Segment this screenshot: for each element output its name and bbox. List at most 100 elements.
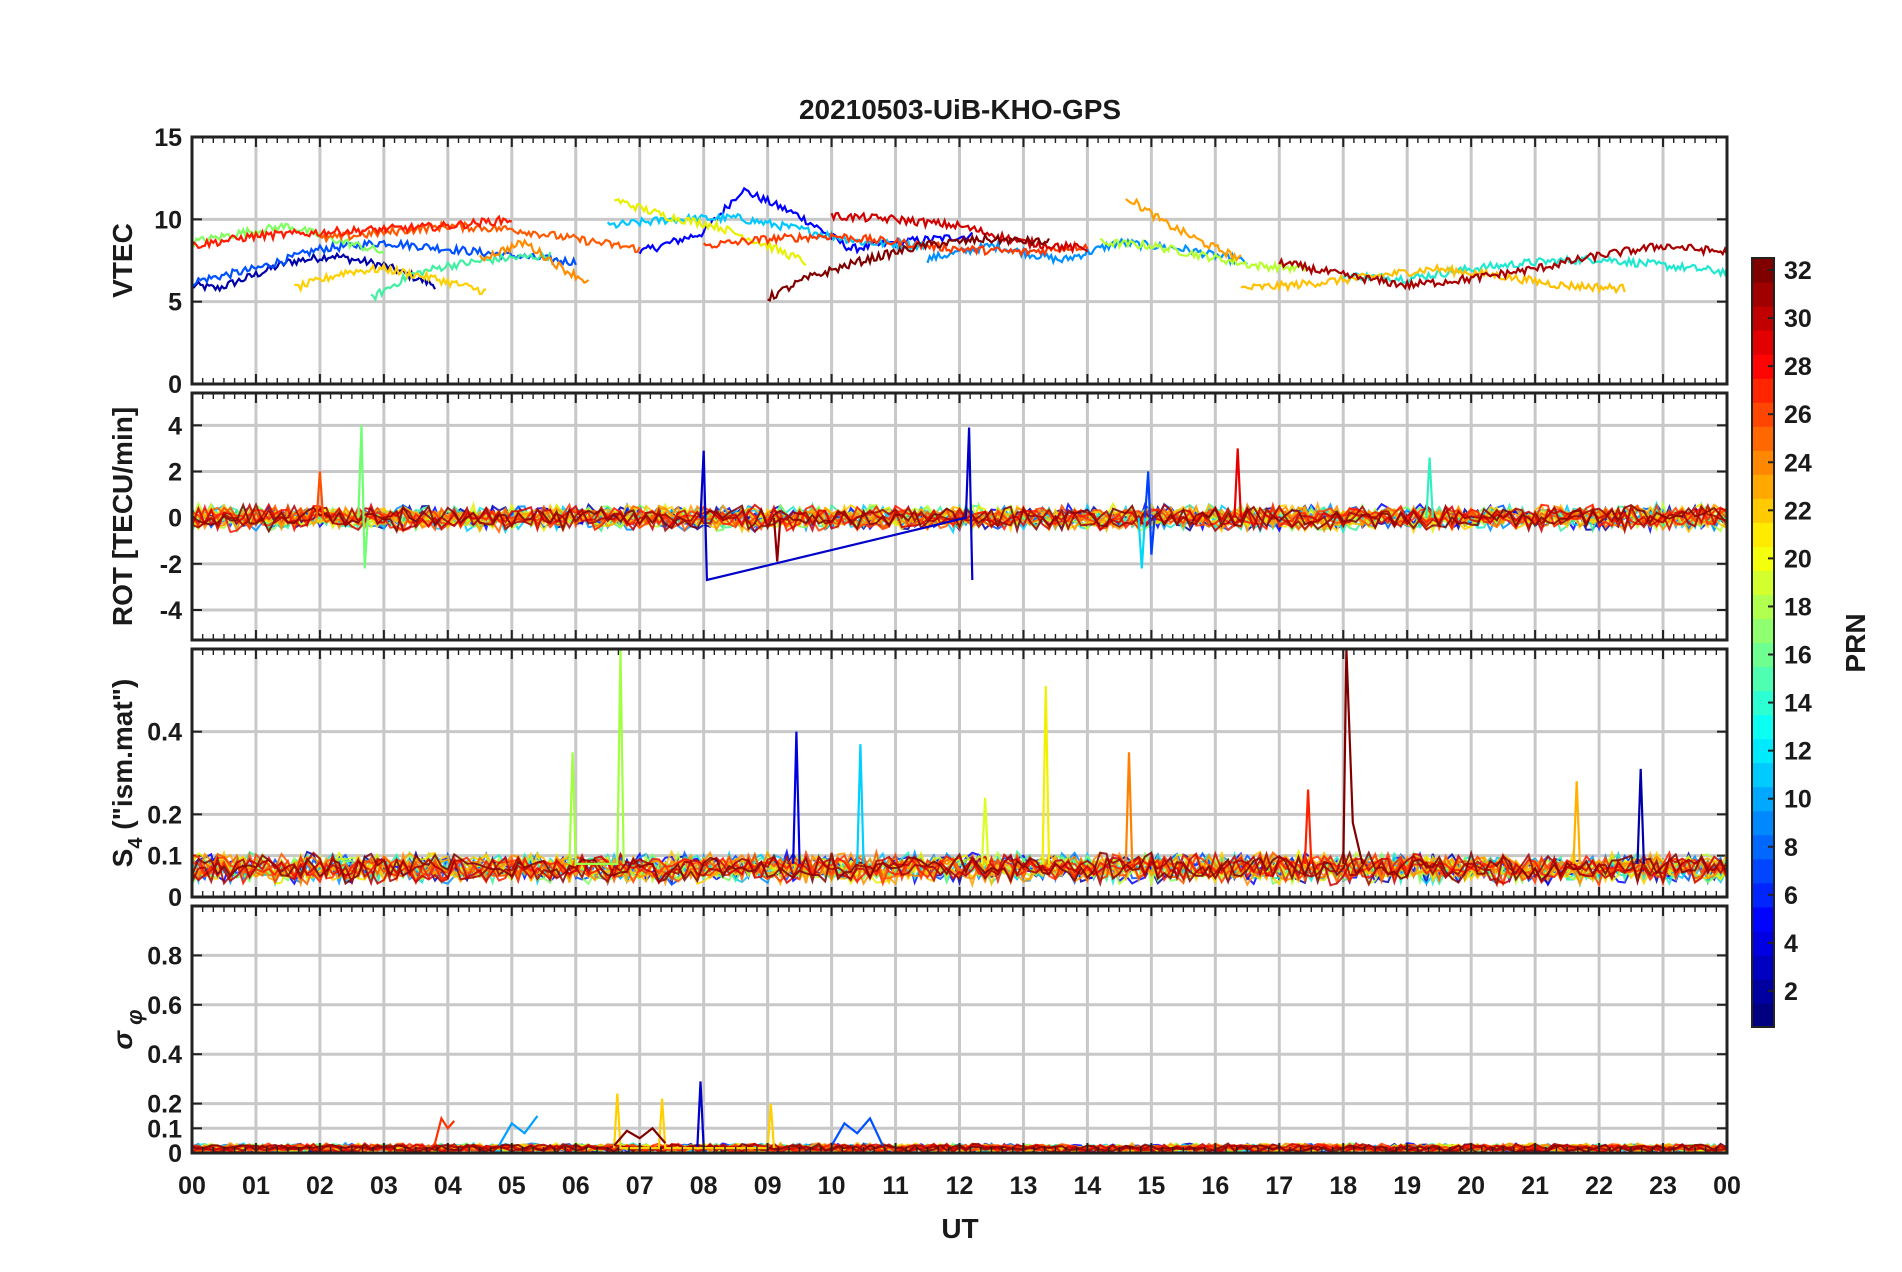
y-tick-label: 5 xyxy=(168,289,182,317)
series-prn-1 xyxy=(192,251,436,293)
panel-vtec: 0 5 10 15 VTEC xyxy=(107,124,1729,399)
x-tick-label: 07 xyxy=(626,1172,654,1200)
y-tick-label: 15 xyxy=(154,124,182,152)
colorbar-tick-label: 12 xyxy=(1784,738,1812,766)
colorbar-tick-label: 14 xyxy=(1784,690,1812,718)
y-tick-label: 0 xyxy=(168,1140,182,1168)
x-tick-label: 01 xyxy=(242,1172,270,1200)
colorbar-segment xyxy=(1752,978,1774,1004)
colorbar-segment xyxy=(1752,570,1774,596)
colorbar-segment xyxy=(1752,594,1774,620)
x-tick-label: 04 xyxy=(434,1172,462,1200)
x-tick-label: 00 xyxy=(1713,1172,1741,1200)
noise-trace xyxy=(192,849,1727,888)
colorbar-segment xyxy=(1752,546,1774,572)
colorbar-segment xyxy=(1752,954,1774,980)
colorbar-tick-label: 4 xyxy=(1784,930,1798,958)
x-tick-label: 17 xyxy=(1265,1172,1293,1200)
series-prn-29 xyxy=(1233,448,1242,518)
series-prn-22 xyxy=(1240,262,1626,295)
x-tick-label: 03 xyxy=(370,1172,398,1200)
y-axis-label-rot: ROT [TECU/min] xyxy=(107,407,138,626)
y-tick-label: 0.8 xyxy=(147,942,182,970)
x-tick-label: 00 xyxy=(178,1172,206,1200)
x-tick-label: 08 xyxy=(690,1172,718,1200)
colorbar-segment xyxy=(1752,882,1774,908)
series-prn-5 xyxy=(830,1116,884,1147)
colorbar-frame xyxy=(1751,257,1775,1028)
series-prn-32 xyxy=(767,232,1050,302)
chart-title: 20210503-UiB-KHO-GPS xyxy=(799,94,1121,125)
colorbar-segment xyxy=(1752,354,1774,379)
series-prn-13 xyxy=(370,250,552,303)
series-prn-27 xyxy=(433,1115,456,1144)
panel-rot: -4 -2 0 2 4 ROT [TECU/min] xyxy=(107,391,1729,642)
colorbar-segment xyxy=(1752,810,1774,836)
y-tick-label: 0.4 xyxy=(147,719,182,747)
x-tick-label: 09 xyxy=(754,1172,782,1200)
y-tick-label: -2 xyxy=(160,551,182,579)
series-prn-11 xyxy=(856,744,865,864)
y-tick-label: 2 xyxy=(168,458,182,486)
series-prn-21 xyxy=(613,1093,776,1150)
x-tick-label: 05 xyxy=(498,1172,526,1200)
x-tick-label: 16 xyxy=(1201,1172,1229,1200)
colorbar-segment xyxy=(1752,402,1774,427)
colorbar-tick-label: 8 xyxy=(1784,834,1798,862)
series-prn-7 xyxy=(926,237,1248,267)
series-prn-31 xyxy=(1278,242,1727,292)
x-tick-label: 11 xyxy=(882,1172,909,1200)
x-axis: 00 01 02 03 04 05 06 07 08 09 10 11 12 13 14 15 16 17 18 19… xyxy=(178,1172,1741,1200)
colorbar-segment xyxy=(1752,498,1774,523)
x-axis-label: UT xyxy=(941,1213,978,1244)
colorbar-segment xyxy=(1752,330,1774,355)
series-prn-8 xyxy=(498,1115,539,1147)
series-prn-26 xyxy=(315,471,325,518)
panel-frame xyxy=(190,135,1729,386)
x-tick-label: 12 xyxy=(946,1172,974,1200)
colorbar-segment xyxy=(1752,690,1774,716)
x-tick-label: 18 xyxy=(1329,1172,1357,1200)
y-tick-label: 0.6 xyxy=(147,992,182,1020)
colorbar-tick-label: 22 xyxy=(1784,497,1812,525)
x-tick-label: 10 xyxy=(818,1172,846,1200)
colorbar-tick-label: 18 xyxy=(1784,593,1812,621)
series-prn-21 xyxy=(294,261,487,296)
panel-frame xyxy=(190,904,1729,1155)
series-prn-17 xyxy=(568,649,625,865)
y-tick-label: 0 xyxy=(168,884,182,912)
y-tick-label: -4 xyxy=(160,597,182,625)
colorbar-tick-label: 24 xyxy=(1784,449,1812,477)
y-axis-label-sigma_phi: σ φ xyxy=(107,1009,147,1049)
series-prn-20 xyxy=(1041,686,1051,864)
series-prn-1 xyxy=(1636,768,1645,864)
noise-trace xyxy=(192,849,1727,887)
colorbar-segment xyxy=(1752,906,1774,932)
series-prn-31 xyxy=(772,517,782,562)
x-tick-label: 23 xyxy=(1649,1172,1677,1200)
series-group xyxy=(192,649,1727,889)
colorbar-tick-label: 30 xyxy=(1784,305,1812,333)
y-axis-label-vtec: VTEC xyxy=(107,223,138,298)
colorbar-segment xyxy=(1752,474,1774,499)
colorbar-tick-label: 28 xyxy=(1784,353,1812,381)
colorbar-segment xyxy=(1752,666,1774,692)
series-prn-2 xyxy=(699,427,974,582)
series-prn-3 xyxy=(792,731,801,864)
series-prn-22 xyxy=(1572,781,1581,864)
x-tick-label: 19 xyxy=(1393,1172,1421,1200)
y-axis-label-s4: S4 ("ism.mat") xyxy=(107,679,147,868)
series-prn-16 xyxy=(357,425,369,569)
series-prn-2 xyxy=(696,1081,705,1149)
x-tick-label: 20 xyxy=(1457,1172,1485,1200)
colorbar-segment xyxy=(1752,642,1774,668)
colorbar-segment xyxy=(1752,258,1774,283)
panel-frame xyxy=(190,647,1729,899)
colorbar-tick-label: 2 xyxy=(1784,978,1798,1006)
panel-frame xyxy=(190,391,1729,642)
series-prn-17 xyxy=(1099,237,1306,275)
x-tick-label: 15 xyxy=(1137,1172,1165,1200)
noise-trace xyxy=(192,502,1727,535)
colorbar-tick-label: 32 xyxy=(1784,257,1812,285)
